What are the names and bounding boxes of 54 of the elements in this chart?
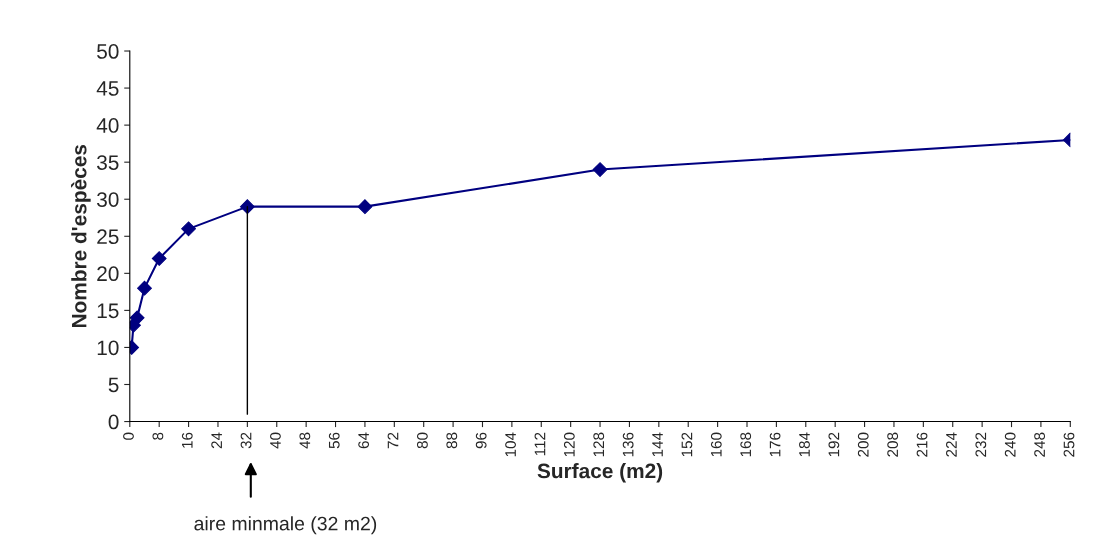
point xyxy=(151,251,167,266)
y-tick-label: 15 xyxy=(97,303,119,319)
x-tick-label: 256 xyxy=(1063,432,1075,457)
x-tick-label: 88 xyxy=(446,432,458,449)
x-tick-label: 0 xyxy=(123,432,134,440)
x-tick-label: 8 xyxy=(152,432,164,440)
x-tick-label: 48 xyxy=(299,432,311,449)
x-tick-label: 16 xyxy=(181,432,193,448)
x-axis-title: Surface (m2) xyxy=(537,463,663,483)
x-tick-label: 32 xyxy=(240,432,252,449)
point xyxy=(239,199,255,215)
y-tick-label: 40 xyxy=(96,118,119,133)
point xyxy=(592,162,608,177)
y-tick-label: 50 xyxy=(97,44,119,59)
x-tick-label: 40 xyxy=(270,432,281,449)
y-tick-label: 0 xyxy=(108,414,119,430)
y-tick-label: 10 xyxy=(97,340,119,356)
point xyxy=(137,280,152,296)
x-tick-label: 24 xyxy=(211,432,222,449)
x-tick-label: 240 xyxy=(1004,432,1016,457)
y-tick-label: 45 xyxy=(96,81,119,96)
x-tick-label: 224 xyxy=(946,432,957,457)
x-tick-label: 112 xyxy=(534,432,546,456)
x-tick-label: 160 xyxy=(710,432,722,457)
y-tick-label: 5 xyxy=(108,377,119,393)
point xyxy=(357,199,373,215)
point xyxy=(181,221,196,237)
x-tick-label: 80 xyxy=(416,432,428,449)
x-tick-label: 152 xyxy=(681,432,693,457)
text: aire minmale (32 m2) xyxy=(194,516,377,535)
point xyxy=(129,310,145,326)
y-axis-title: Nombre d'espèces xyxy=(71,144,91,328)
x-tick-label: 96 xyxy=(475,432,487,449)
x-tick-label: 248 xyxy=(1034,432,1046,457)
x-tick-label: 64 xyxy=(358,432,370,449)
x-tick-label: 200 xyxy=(857,432,869,457)
x-tick-label: 144 xyxy=(652,432,663,457)
x-tick-label: 216 xyxy=(916,432,928,457)
x-tick-label: 104 xyxy=(505,432,516,457)
y-tick-label: 30 xyxy=(97,192,119,207)
y-tick-label: 35 xyxy=(97,155,119,170)
x-tick-label: 176 xyxy=(769,432,781,457)
x-tick-label: 120 xyxy=(563,432,575,457)
x-tick-label: 56 xyxy=(328,432,340,449)
x-tick-label: 184 xyxy=(799,432,810,457)
x-tick-label: 72 xyxy=(387,432,399,449)
x-tick-label: 208 xyxy=(887,432,899,457)
x-tick-label: 136 xyxy=(622,432,634,457)
y-tick-label: 25 xyxy=(97,229,119,245)
x-tick-label: 128 xyxy=(593,432,605,457)
x-tick-label: 232 xyxy=(975,432,987,457)
x-tick-label: 192 xyxy=(828,432,840,457)
y-tick-label: 20 xyxy=(97,266,119,282)
x-tick-label: 168 xyxy=(740,432,752,457)
